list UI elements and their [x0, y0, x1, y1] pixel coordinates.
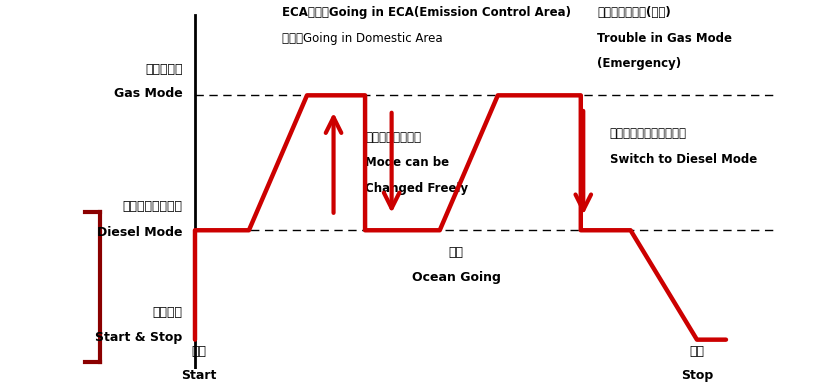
Text: Changed Freely: Changed Freely — [365, 182, 468, 195]
Text: Start: Start — [182, 369, 217, 382]
Text: Switch to Diesel Mode: Switch to Diesel Mode — [610, 152, 757, 166]
Text: Stop: Stop — [680, 369, 713, 382]
Text: 内航　Going in Domestic Area: 内航 Going in Domestic Area — [282, 32, 442, 44]
Text: Trouble in Gas Mode: Trouble in Gas Mode — [597, 32, 732, 44]
Text: 停止: 停止 — [690, 345, 705, 358]
Text: 始動: 始動 — [192, 345, 207, 358]
Text: Gas Mode: Gas Mode — [114, 87, 183, 100]
Text: ガスモード: ガスモード — [145, 63, 183, 76]
Text: ガスモード異常(緊急): ガスモード異常(緊急) — [597, 6, 671, 19]
Text: (Emergency): (Emergency) — [597, 57, 681, 70]
Text: 瞬時デーゼルへ切り換え: 瞬時デーゼルへ切り換え — [610, 127, 687, 140]
Text: 始動停止: 始動停止 — [153, 306, 183, 319]
Text: Ocean Going: Ocean Going — [412, 271, 501, 284]
Text: Diesel Mode: Diesel Mode — [97, 225, 183, 239]
Text: Mode can be: Mode can be — [365, 156, 449, 169]
Text: 自由に切換え可能: 自由に切換え可能 — [365, 131, 421, 144]
Text: Start & Stop: Start & Stop — [96, 331, 183, 344]
Text: ディーゼルモード: ディーゼルモード — [122, 200, 183, 213]
Text: 外航: 外航 — [449, 245, 464, 259]
Text: ECA航行　Going in ECA(Emission Control Area): ECA航行 Going in ECA(Emission Control Area… — [282, 6, 572, 19]
